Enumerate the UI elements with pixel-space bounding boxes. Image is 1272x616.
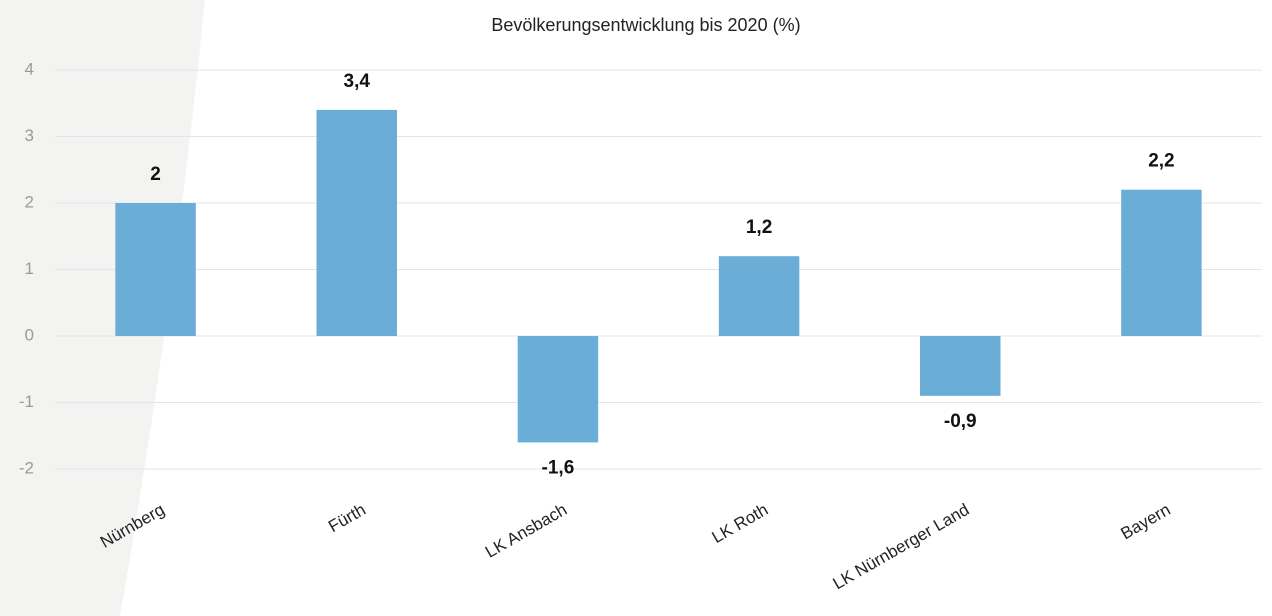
- bar: [517, 336, 599, 443]
- y-tick-label: -1: [19, 392, 34, 411]
- background-shape: [0, 0, 205, 616]
- y-tick-label: -2: [19, 458, 34, 477]
- y-tick-label: 2: [25, 192, 34, 211]
- value-label: 2: [150, 164, 161, 185]
- y-tick-label: 3: [25, 126, 34, 145]
- chart-title: Bevölkerungsentwicklung bis 2020 (%): [491, 15, 800, 35]
- bar: [1121, 189, 1202, 336]
- bar: [718, 256, 800, 336]
- bar: [115, 203, 196, 336]
- y-tick-label: 0: [25, 325, 34, 344]
- value-label: -1,6: [542, 457, 575, 478]
- bar: [920, 336, 1001, 396]
- value-label: 3,4: [344, 71, 371, 92]
- bar: [316, 109, 397, 337]
- value-label: 2,2: [1148, 151, 1174, 172]
- y-tick-label: 1: [25, 259, 34, 278]
- y-tick-label: 4: [25, 59, 34, 78]
- value-label: 1,2: [746, 217, 772, 238]
- value-label: -0,9: [944, 411, 977, 432]
